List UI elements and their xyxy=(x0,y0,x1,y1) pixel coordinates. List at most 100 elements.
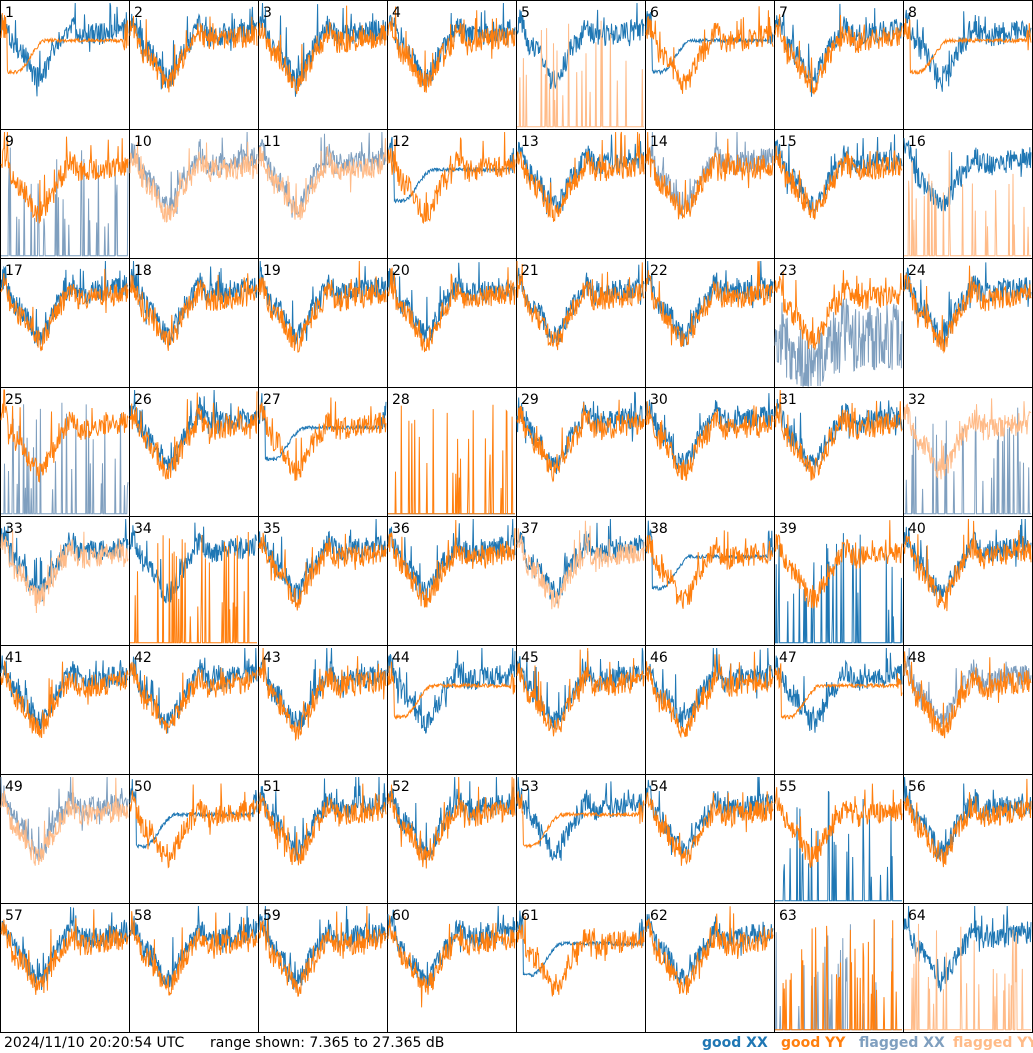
series-xx xyxy=(775,533,903,644)
series-yy xyxy=(258,397,387,482)
panel-label: 62 xyxy=(650,908,668,924)
panel-29: 29 xyxy=(516,387,646,517)
series-yy xyxy=(258,647,387,742)
series-yy xyxy=(0,777,129,866)
panel-label: 47 xyxy=(779,650,797,666)
panel-label: 45 xyxy=(521,650,539,666)
panel-label: 39 xyxy=(779,521,797,537)
series-xx xyxy=(645,647,774,729)
panel-label: 34 xyxy=(134,521,152,537)
panel-20: 20 xyxy=(387,258,517,388)
series-yy xyxy=(258,138,387,220)
series-xx xyxy=(258,260,387,345)
panel-30: 30 xyxy=(645,387,775,517)
panel-40: 40 xyxy=(903,516,1033,646)
panel-25: 25 xyxy=(0,387,130,517)
series-yy xyxy=(516,399,645,483)
panel-15: 15 xyxy=(774,129,904,259)
panel-label: 32 xyxy=(908,392,926,408)
panel-57: 57 xyxy=(0,903,130,1033)
panel-9: 9 xyxy=(0,129,130,259)
panel-26: 26 xyxy=(129,387,259,517)
series-xx xyxy=(1,147,129,257)
series-yy xyxy=(129,141,258,223)
panel-label: 2 xyxy=(134,5,143,21)
panel-label: 22 xyxy=(650,263,668,279)
series-yy xyxy=(903,265,1032,354)
series-yy xyxy=(387,267,516,353)
panel-4: 4 xyxy=(387,0,517,130)
series-xx xyxy=(258,393,387,462)
panel-label: 28 xyxy=(392,392,410,408)
panel-label: 63 xyxy=(779,908,797,924)
panel-53: 53 xyxy=(516,774,646,904)
panel-label: 41 xyxy=(5,650,23,666)
panel-38: 38 xyxy=(645,516,775,646)
panel-frame xyxy=(516,129,646,259)
series-yy xyxy=(904,923,1031,1031)
panel-label: 51 xyxy=(263,779,281,795)
series-yy xyxy=(516,131,645,222)
series-xx xyxy=(258,776,387,861)
series-yy xyxy=(258,5,387,95)
panel-64: 64 xyxy=(903,903,1033,1033)
panel-label: 18 xyxy=(134,263,152,279)
panel-label: 17 xyxy=(5,263,23,279)
series-yy xyxy=(903,18,1032,75)
series-xx xyxy=(387,647,516,734)
panel-label: 29 xyxy=(521,392,539,408)
series-yy xyxy=(775,919,902,1031)
footer: 2024/11/10 20:20:54 UTC range shown: 7.3… xyxy=(0,1033,1033,1053)
panel-label: 57 xyxy=(5,908,23,924)
panel-label: 20 xyxy=(392,263,410,279)
panel-27: 27 xyxy=(258,387,388,517)
panel-label: 50 xyxy=(134,779,152,795)
panel-label: 53 xyxy=(521,779,539,795)
panel-2: 2 xyxy=(129,0,259,130)
series-yy xyxy=(388,404,515,515)
series-yy xyxy=(645,260,774,348)
panel-54: 54 xyxy=(645,774,775,904)
panel-label: 23 xyxy=(779,263,797,279)
series-yy xyxy=(129,911,258,996)
series-xx xyxy=(129,389,258,474)
panel-label: 58 xyxy=(134,908,152,924)
panel-frame xyxy=(516,0,646,130)
series-yy xyxy=(0,131,129,224)
series-yy xyxy=(0,389,129,483)
series-yy xyxy=(516,647,645,737)
panel-frame xyxy=(258,129,388,259)
series-yy xyxy=(516,915,645,997)
panel-label: 55 xyxy=(779,779,797,795)
panel-21: 21 xyxy=(516,258,646,388)
series-xx xyxy=(903,9,1032,92)
panel-label: 8 xyxy=(908,5,917,21)
panel-label: 15 xyxy=(779,134,797,150)
panel-label: 64 xyxy=(908,908,926,924)
panel-label: 4 xyxy=(392,5,401,21)
panel-label: 33 xyxy=(5,521,23,537)
panel-45: 45 xyxy=(516,645,646,775)
panel-24: 24 xyxy=(903,258,1033,388)
panel-label: 5 xyxy=(521,5,530,21)
series-yy xyxy=(129,16,258,93)
panel-60: 60 xyxy=(387,903,517,1033)
series-yy xyxy=(904,150,1031,257)
panel-13: 13 xyxy=(516,129,646,259)
series-yy xyxy=(387,519,516,608)
series-yy xyxy=(258,532,387,611)
panel-46: 46 xyxy=(645,645,775,775)
panel-14: 14 xyxy=(645,129,775,259)
panel-49: 49 xyxy=(0,774,130,904)
series-yy xyxy=(0,659,129,739)
legend-flagged-yy: flagged YY xyxy=(953,1035,1033,1051)
panel-label: 61 xyxy=(521,908,539,924)
panel-19: 19 xyxy=(258,258,388,388)
panel-1: 1 xyxy=(0,0,130,130)
panel-frame xyxy=(0,0,130,130)
panel-label: 56 xyxy=(908,779,926,795)
panel-17: 17 xyxy=(0,258,130,388)
series-yy xyxy=(387,661,516,721)
series-yy xyxy=(645,530,774,609)
